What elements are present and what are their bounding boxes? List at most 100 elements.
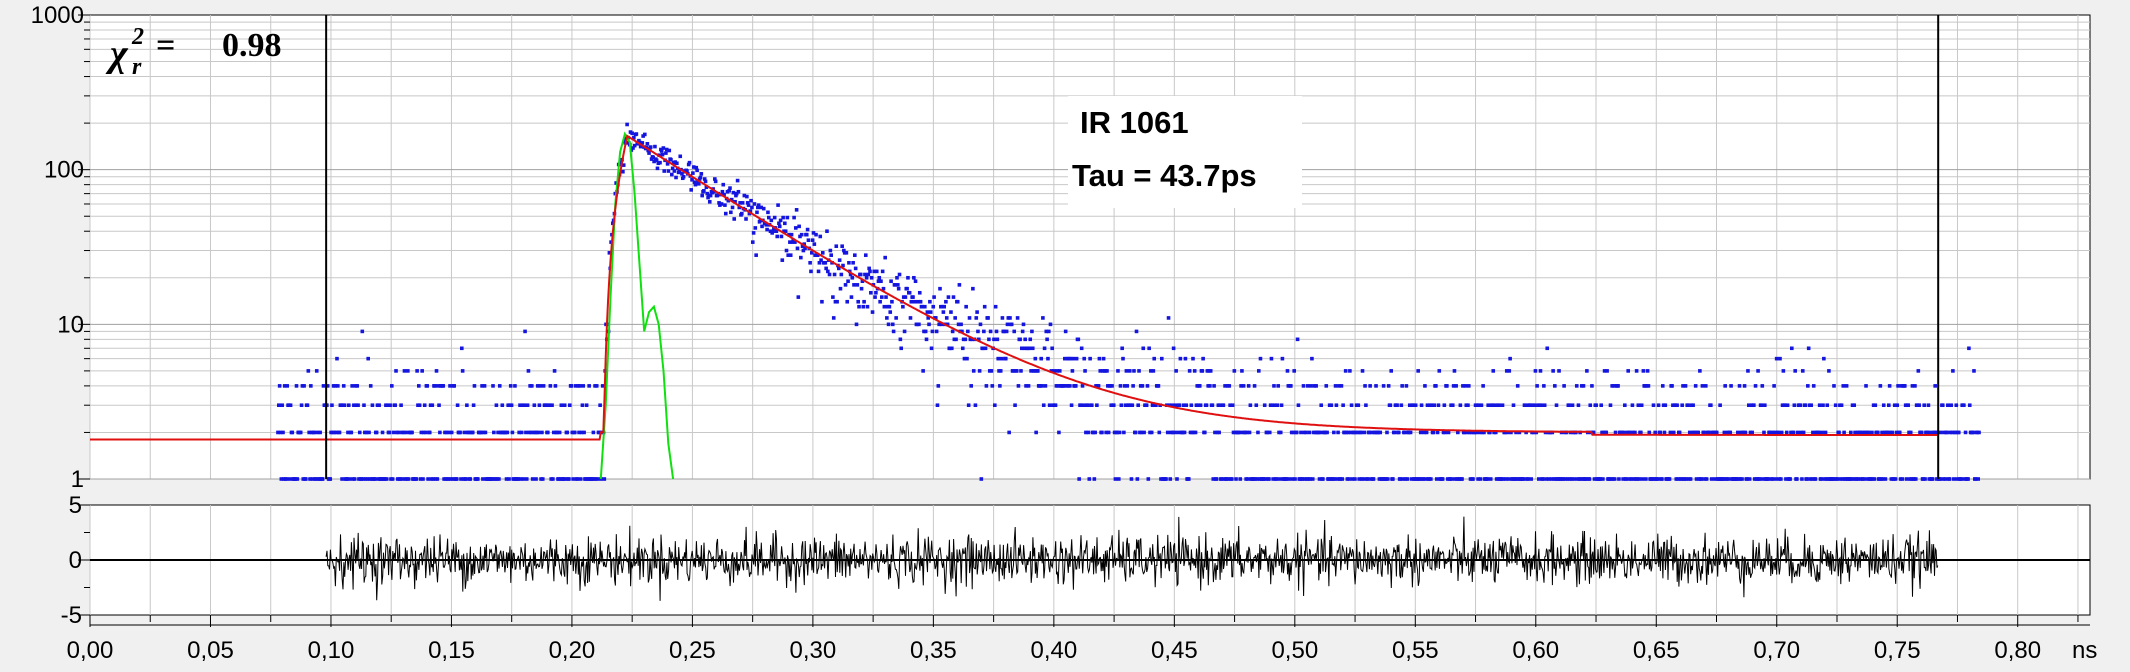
data-point [1175,477,1179,481]
data-point [1681,384,1685,388]
data-point [321,384,326,388]
data-point [547,403,552,408]
data-point [1015,316,1020,320]
data-point [931,304,936,309]
data-point [661,146,666,150]
data-point [374,430,379,435]
data-point [1762,430,1766,435]
data-point [315,430,320,435]
data-point [577,430,581,435]
data-point [1165,430,1170,435]
data-point [1505,430,1510,435]
data-point [312,430,317,435]
data-point [702,177,707,181]
data-point [1009,322,1014,327]
data-point [278,430,283,435]
data-point [1318,430,1323,435]
data-point [825,229,829,234]
data-point [341,384,346,388]
data-point [1340,477,1345,481]
data-point [1118,384,1123,388]
data-point [1476,477,1480,481]
data-point [1271,477,1275,481]
data-point [1081,403,1086,408]
data-point [1130,403,1135,408]
data-point [1810,477,1814,481]
data-point [1098,369,1103,373]
data-point [1639,430,1643,435]
data-point [1389,369,1394,373]
data-point [370,403,375,408]
data-point [399,403,403,408]
data-point [811,231,816,235]
main-y-axis: 1 10 100 1000 [31,2,90,493]
data-point [1000,316,1005,320]
data-point [1576,403,1581,408]
data-point [1346,430,1350,435]
data-point [569,384,574,388]
data-point [352,403,356,408]
data-point [869,290,873,295]
data-point [654,158,659,163]
data-point [1154,403,1158,408]
data-point [1076,337,1081,342]
data-point [1452,369,1457,373]
data-point [1407,403,1412,408]
data-point [1310,356,1314,361]
data-point [823,260,828,265]
data-point [1817,403,1822,408]
data-point [504,477,509,481]
data-point [1949,403,1954,408]
data-point [986,316,990,320]
x-tick-label: 0,60 [1512,637,1559,664]
data-point [1039,356,1044,361]
data-point [652,159,656,164]
data-point [526,369,531,373]
data-point [1226,477,1231,481]
data-point [1419,403,1424,408]
data-point [819,258,823,262]
data-point [1465,430,1469,435]
data-point [1019,369,1023,373]
data-point [1951,477,1956,481]
data-point [1721,477,1726,481]
data-point [1381,384,1386,388]
data-point [1021,322,1026,327]
data-point [1305,384,1310,388]
data-point [938,286,942,291]
data-point [1048,322,1053,327]
data-point [377,403,381,408]
data-point [1133,430,1138,435]
data-point [885,316,889,320]
data-point [696,182,701,186]
data-point [1562,384,1566,388]
data-point [1925,430,1930,435]
data-point [479,430,484,435]
data-point [360,329,365,334]
data-point [831,295,835,299]
data-point [1677,430,1682,435]
data-point [1768,430,1773,435]
data-point [1679,477,1684,481]
data-point [1624,477,1629,481]
data-point [666,169,671,173]
data-point [890,299,894,304]
data-point [1411,403,1415,408]
data-point [1217,430,1221,435]
data-point [1835,477,1840,481]
data-point [1671,430,1676,435]
data-point [853,253,857,257]
data-point [874,290,878,295]
data-point [815,253,820,257]
data-point [1524,430,1528,435]
data-point [625,122,629,127]
data-point [809,269,813,274]
data-point [1177,403,1182,408]
data-point [1042,346,1047,351]
data-point [791,238,796,242]
data-point [483,430,488,435]
data-point [727,189,731,193]
data-point [889,279,893,284]
data-point [1198,403,1203,408]
data-point [1360,369,1365,373]
